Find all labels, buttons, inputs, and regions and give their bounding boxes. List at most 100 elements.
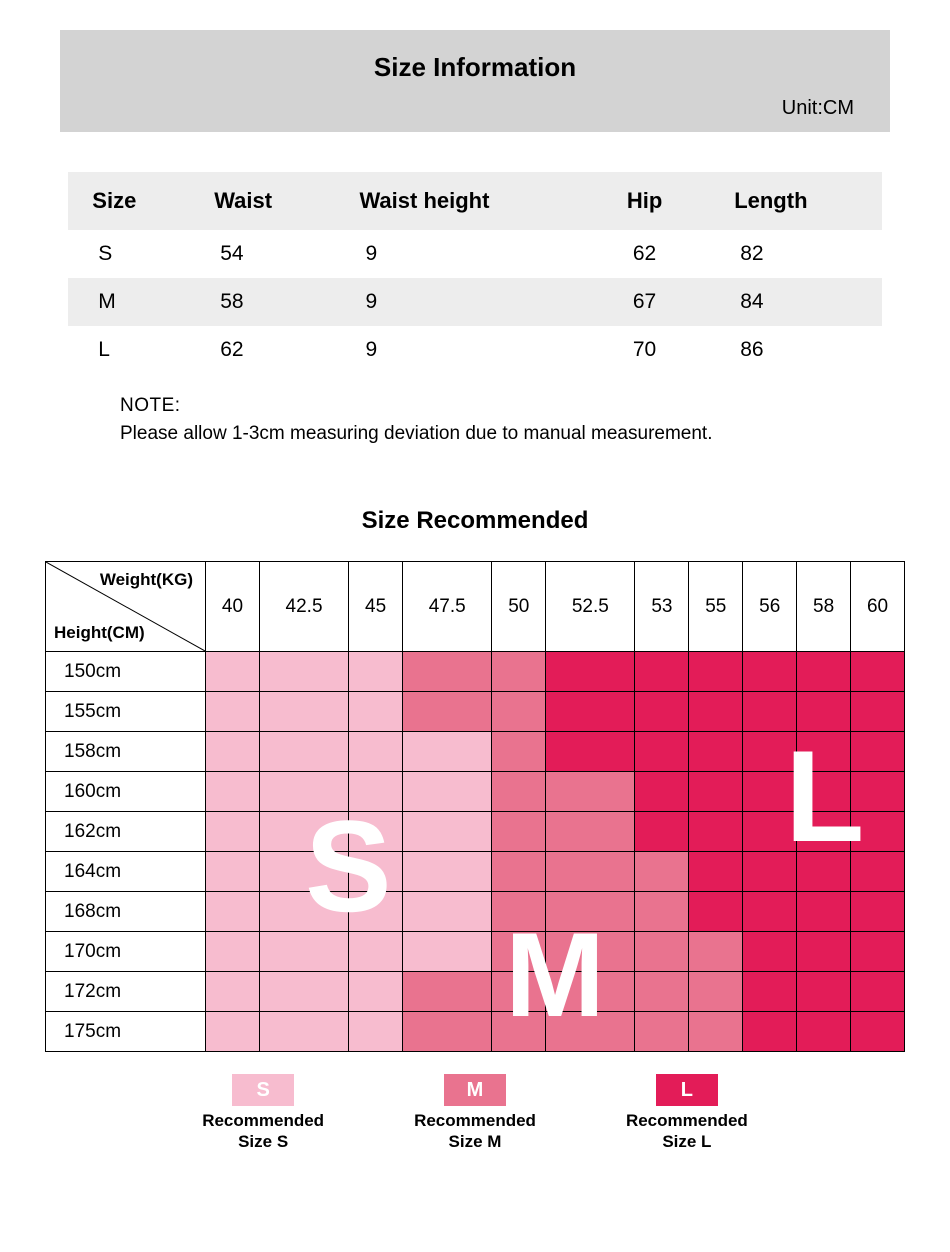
rec-cell bbox=[403, 972, 492, 1012]
rec-cell bbox=[689, 892, 743, 932]
rec-cell bbox=[635, 772, 689, 812]
rec-cell bbox=[689, 972, 743, 1012]
rec-cell bbox=[546, 972, 635, 1012]
rec-cell bbox=[403, 772, 492, 812]
legend-label: RecommendedSize M bbox=[414, 1110, 536, 1153]
rec-cell bbox=[492, 812, 546, 852]
rec-height-header: 162cm bbox=[46, 812, 206, 852]
rec-cell bbox=[546, 732, 635, 772]
size-table-cell: 86 bbox=[710, 326, 882, 374]
legend-item: LRecommendedSize L bbox=[626, 1074, 748, 1153]
rec-cell bbox=[206, 972, 260, 1012]
size-table-cell: 9 bbox=[335, 278, 602, 326]
rec-cell bbox=[743, 772, 797, 812]
rec-cell bbox=[743, 892, 797, 932]
rec-cell bbox=[743, 692, 797, 732]
size-table-cell: 82 bbox=[710, 230, 882, 278]
rec-cell bbox=[743, 852, 797, 892]
rec-cell bbox=[492, 772, 546, 812]
rec-cell bbox=[403, 932, 492, 972]
rec-cell bbox=[546, 652, 635, 692]
rec-cell bbox=[492, 1012, 546, 1052]
rec-cell bbox=[689, 932, 743, 972]
rec-cell bbox=[851, 772, 905, 812]
rec-cell bbox=[403, 732, 492, 772]
rec-cell bbox=[259, 892, 348, 932]
rec-cell bbox=[206, 692, 260, 732]
rec-cell bbox=[797, 932, 851, 972]
size-table-cell: 62 bbox=[190, 326, 335, 374]
rec-height-header: 160cm bbox=[46, 772, 206, 812]
rec-cell bbox=[492, 852, 546, 892]
rec-weight-header: 55 bbox=[689, 562, 743, 652]
rec-cell bbox=[403, 692, 492, 732]
size-table-cell: 70 bbox=[603, 326, 710, 374]
rec-cell bbox=[546, 692, 635, 732]
rec-cell bbox=[851, 892, 905, 932]
rec-cell bbox=[851, 652, 905, 692]
rec-cell bbox=[635, 892, 689, 932]
size-info-title: Size Information bbox=[90, 52, 860, 83]
rec-cell bbox=[349, 692, 403, 732]
note-body: Please allow 1-3cm measuring deviation d… bbox=[120, 423, 712, 444]
size-table-cell: 9 bbox=[335, 326, 602, 374]
rec-weight-header: 52.5 bbox=[546, 562, 635, 652]
size-table-header: Size bbox=[68, 172, 190, 230]
rec-cell bbox=[635, 652, 689, 692]
rec-cell bbox=[403, 1012, 492, 1052]
rec-cell bbox=[851, 732, 905, 772]
rec-weight-header: 58 bbox=[797, 562, 851, 652]
rec-cell bbox=[492, 932, 546, 972]
rec-cell bbox=[206, 892, 260, 932]
rec-height-header: 158cm bbox=[46, 732, 206, 772]
rec-cell bbox=[851, 692, 905, 732]
rec-cell bbox=[259, 972, 348, 1012]
rec-cell bbox=[206, 1012, 260, 1052]
rec-height-header: 164cm bbox=[46, 852, 206, 892]
rec-cell bbox=[206, 852, 260, 892]
rec-weight-header: 40 bbox=[206, 562, 260, 652]
rec-weight-header: 53 bbox=[635, 562, 689, 652]
rec-cell bbox=[349, 932, 403, 972]
size-recommended-table: Weight(KG)Height(CM)4042.54547.55052.553… bbox=[45, 561, 905, 1052]
rec-cell bbox=[259, 812, 348, 852]
rec-cell bbox=[689, 692, 743, 732]
rec-cell bbox=[546, 932, 635, 972]
rec-cell bbox=[635, 732, 689, 772]
rec-cell bbox=[797, 652, 851, 692]
legend-swatch: M bbox=[444, 1074, 506, 1106]
rec-weight-header: 47.5 bbox=[403, 562, 492, 652]
rec-cell bbox=[259, 1012, 348, 1052]
rec-cell bbox=[743, 652, 797, 692]
legend-item: SRecommendedSize S bbox=[202, 1074, 324, 1153]
rec-cell bbox=[851, 1012, 905, 1052]
rec-height-header: 150cm bbox=[46, 652, 206, 692]
rec-cell bbox=[349, 852, 403, 892]
rec-cell bbox=[259, 732, 348, 772]
rec-cell bbox=[743, 732, 797, 772]
size-table-header: Waist bbox=[190, 172, 335, 230]
rec-cell bbox=[797, 692, 851, 732]
rec-cell bbox=[492, 652, 546, 692]
legend-label: RecommendedSize S bbox=[202, 1110, 324, 1153]
rec-weight-header: 50 bbox=[492, 562, 546, 652]
rec-cell bbox=[206, 772, 260, 812]
size-table-cell: 54 bbox=[190, 230, 335, 278]
legend-item: M RecommendedSize M bbox=[414, 1074, 536, 1153]
rec-cell bbox=[689, 812, 743, 852]
rec-weight-header: 45 bbox=[349, 562, 403, 652]
size-recommended-wrap: Weight(KG)Height(CM)4042.54547.55052.553… bbox=[45, 561, 905, 1052]
rec-cell bbox=[259, 652, 348, 692]
rec-corner-cell: Weight(KG)Height(CM) bbox=[46, 562, 206, 652]
size-table-header: Hip bbox=[603, 172, 710, 230]
rec-height-header: 155cm bbox=[46, 692, 206, 732]
rec-cell bbox=[689, 772, 743, 812]
rec-cell bbox=[851, 932, 905, 972]
rec-cell bbox=[403, 852, 492, 892]
rec-cell bbox=[797, 972, 851, 1012]
rec-cell bbox=[492, 732, 546, 772]
size-table-cell: 84 bbox=[710, 278, 882, 326]
size-recommended-title: Size Recommended bbox=[60, 507, 890, 535]
size-table-cell: 62 bbox=[603, 230, 710, 278]
rec-cell bbox=[689, 732, 743, 772]
